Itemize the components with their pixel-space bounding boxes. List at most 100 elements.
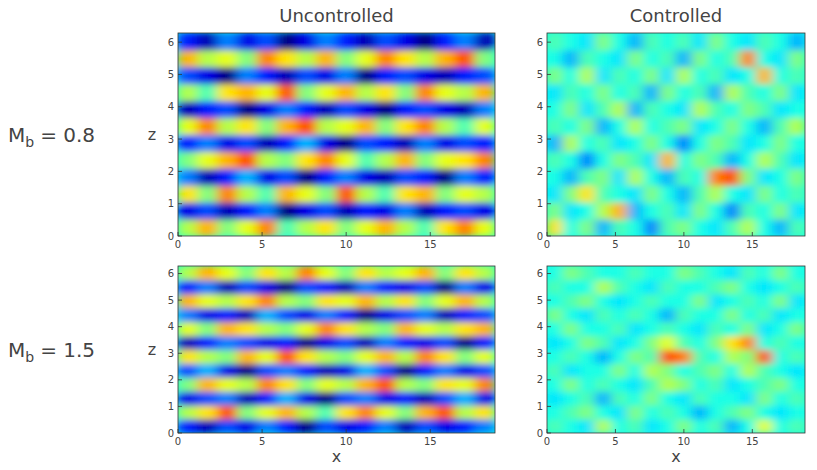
cell — [676, 279, 693, 294]
cell — [475, 349, 495, 364]
cell — [415, 321, 436, 336]
cell — [579, 293, 596, 308]
cell — [579, 202, 596, 220]
cell — [217, 117, 238, 135]
cell — [611, 335, 628, 350]
cell — [692, 33, 709, 50]
cell — [756, 83, 773, 101]
cell — [788, 100, 805, 118]
cell — [475, 335, 495, 350]
y-tick-label: 2 — [537, 166, 543, 177]
cell — [611, 33, 628, 50]
cell — [455, 321, 476, 336]
cell — [740, 335, 757, 350]
x-tick-label: 5 — [612, 239, 618, 250]
cell — [692, 405, 709, 420]
cell — [724, 419, 741, 433]
cell — [415, 117, 436, 135]
cell — [659, 307, 676, 322]
cell — [708, 134, 725, 152]
x-tick-label: 15 — [424, 239, 437, 250]
cell — [475, 151, 495, 169]
cell — [547, 117, 564, 135]
x-tick — [683, 232, 684, 236]
cell — [563, 293, 580, 308]
cell — [376, 377, 397, 392]
cell — [579, 391, 596, 406]
cell — [336, 391, 357, 406]
cell — [395, 419, 416, 433]
cell — [197, 349, 218, 364]
cell — [676, 49, 693, 67]
cell — [563, 349, 580, 364]
cell — [611, 377, 628, 392]
cell — [376, 307, 397, 322]
cell — [178, 185, 198, 203]
cell — [724, 66, 741, 84]
cell — [277, 100, 298, 118]
cell — [595, 117, 612, 135]
y-tick-label: 0 — [537, 428, 543, 439]
cell — [611, 266, 628, 280]
cell — [376, 100, 397, 118]
cell — [217, 219, 238, 236]
cell — [435, 168, 456, 186]
cell — [237, 185, 258, 203]
x-tick-label: 15 — [746, 239, 759, 250]
y-tick-label: 3 — [537, 134, 543, 145]
cell — [197, 83, 218, 101]
cell — [611, 363, 628, 378]
cell — [724, 185, 741, 203]
cell — [277, 377, 298, 392]
cell — [395, 117, 416, 135]
cell — [455, 391, 476, 406]
cell — [356, 185, 377, 203]
cell — [455, 49, 476, 67]
cell — [178, 307, 198, 322]
cell — [475, 168, 495, 186]
cell — [692, 335, 709, 350]
cell — [316, 100, 337, 118]
cell — [316, 405, 337, 420]
cell — [676, 168, 693, 186]
cell — [356, 293, 377, 308]
cell — [395, 391, 416, 406]
cell — [475, 391, 495, 406]
cell — [708, 307, 725, 322]
cell — [455, 419, 476, 433]
cell — [643, 293, 660, 308]
cell — [563, 168, 580, 186]
cell — [627, 391, 644, 406]
cell — [475, 134, 495, 152]
x-tick — [262, 232, 263, 236]
cell — [296, 66, 317, 84]
cell — [237, 391, 258, 406]
y-tick-label: 0 — [168, 428, 174, 439]
cell — [708, 391, 725, 406]
cell — [595, 134, 612, 152]
cell — [756, 66, 773, 84]
cell — [595, 100, 612, 118]
cell — [217, 100, 238, 118]
cell — [415, 168, 436, 186]
cell — [217, 279, 238, 294]
cell — [659, 279, 676, 294]
x-tick — [683, 429, 684, 433]
cell — [676, 117, 693, 135]
cell — [415, 83, 436, 101]
cell — [579, 307, 596, 322]
cell — [692, 66, 709, 84]
cell — [579, 349, 596, 364]
cell — [316, 134, 337, 152]
cell — [547, 419, 564, 433]
cell — [611, 307, 628, 322]
cell — [547, 321, 564, 336]
cell — [217, 185, 238, 203]
cell — [316, 321, 337, 336]
cell — [197, 185, 218, 203]
cell — [316, 168, 337, 186]
cell — [547, 293, 564, 308]
cell — [676, 321, 693, 336]
cell — [455, 335, 476, 350]
cell — [197, 279, 218, 294]
